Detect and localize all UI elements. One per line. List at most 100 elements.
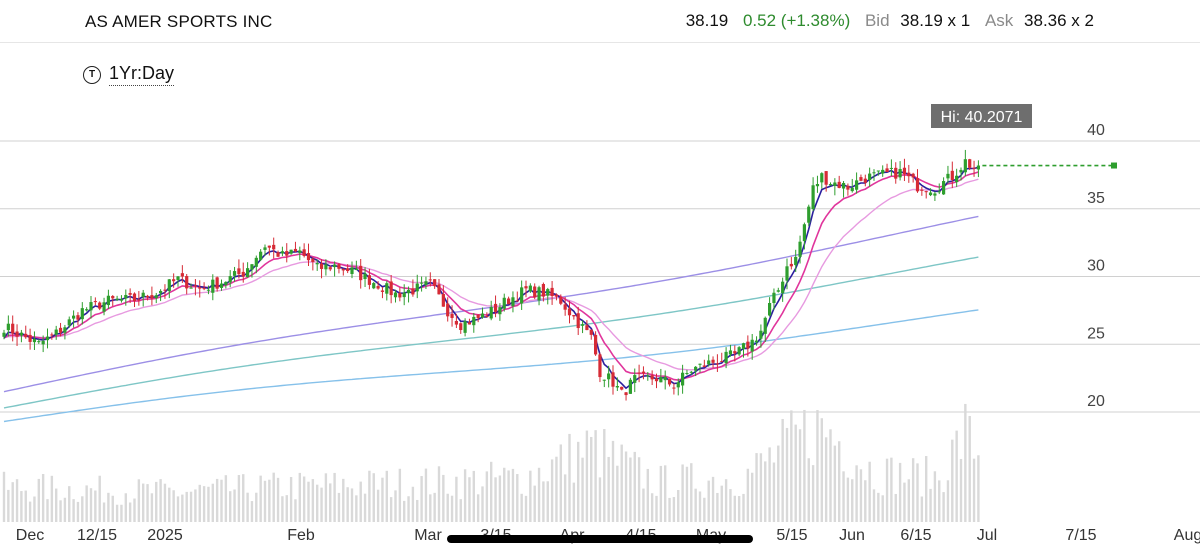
home-indicator[interactable] [447,535,753,543]
candle-body [567,308,572,316]
volume-bar [729,489,732,522]
volume-bar [416,499,419,522]
candle-body [167,279,171,292]
candle-body [511,297,515,307]
candle-body [881,169,885,174]
volume-bar [46,499,49,522]
candle-body [285,251,289,256]
volume-bar [381,477,384,522]
volume-bar [363,493,367,522]
volume-bar [798,429,802,522]
moving-average-lines [3,166,979,423]
volume-bar [276,477,280,522]
volume-bar [881,495,884,522]
candle-body [754,340,759,343]
volume-bar [503,467,506,522]
volume-bar [711,476,715,522]
candle-body [646,375,650,377]
volume-bar [250,501,254,522]
volume-bar [742,493,745,522]
candle-body [533,286,537,298]
candle-body [580,324,585,326]
volume-bar [490,461,493,522]
candle-body [759,330,763,339]
ma5-line [3,166,979,390]
volume-bar [803,409,806,522]
volume-bar [407,496,410,522]
x-tick-label: Aug [1174,527,1200,544]
candle-body [763,317,767,334]
quote-bar: 38.19 0.52 (+1.38%) Bid 38.19 x 1 Ask 38… [676,11,1094,31]
candle-body [137,299,141,301]
candle-body [306,253,311,261]
volume-bar [2,471,6,522]
volume-bar [368,470,371,522]
candle-body [685,373,689,375]
volume-bar [777,445,780,522]
y-tick-label: 40 [1087,122,1105,139]
candle-body [45,336,50,341]
candle-body [493,303,498,312]
volume-bar [298,472,301,522]
x-tick-label: 12/15 [77,527,117,544]
candle-body [559,297,563,304]
volume-bar [668,497,671,522]
volume-bar [433,492,436,522]
volume-bar [885,458,889,522]
candle-body [163,289,167,291]
timeframe-label[interactable]: 1Yr:Day [109,63,175,86]
candle-body [354,268,358,270]
candle-body [293,248,298,252]
volume-bar [494,477,497,522]
ask-label: Ask [984,11,1014,30]
x-tick-label: 2025 [147,527,183,544]
candle-body [928,192,933,196]
candle-body [176,276,180,280]
x-tick-label: 7/15 [1065,527,1096,544]
volume-bar [690,463,693,522]
volume-bar [255,492,258,522]
candle-body [467,322,472,325]
volume-bar [329,483,332,522]
volume-bar [929,488,932,522]
volume-bar [285,495,288,522]
candle-body [28,334,32,342]
volume-bar [737,496,741,522]
volume-bar [898,462,902,522]
volume-bar [707,480,710,522]
candle-body [659,377,663,383]
volume-bar [925,456,928,522]
candle-body [450,313,454,318]
volume-bar [650,493,654,522]
candle-body [424,281,428,285]
volume-bar [411,486,415,522]
candle-body [520,287,524,304]
volume-bar [516,474,519,522]
candle-body [863,178,867,183]
candle-body [50,334,54,336]
volume-bar [537,467,541,522]
candle-body [102,302,106,312]
volume-bar [181,494,184,522]
candle-body [328,267,332,270]
volume-bar [229,491,232,522]
volume-bar [572,482,576,522]
volume-bar [450,495,454,522]
y-tick-label: 35 [1087,190,1105,207]
chart-overlay: Hi: 40.2071 [931,104,1117,169]
volume-bar [938,480,941,522]
timeframe-selector[interactable]: T 1Yr:Day [83,63,175,86]
volume-bar [794,424,797,522]
candle-body [276,252,280,257]
candle-body [968,159,972,168]
volume-bar [842,471,845,522]
candle-body [420,282,424,284]
volume-bar [159,479,162,522]
volume-bar [398,468,402,522]
candle-body [620,386,624,390]
candle-body [598,354,602,378]
candle-body [472,316,476,326]
candle-body [398,293,402,298]
candle-body [898,168,902,178]
